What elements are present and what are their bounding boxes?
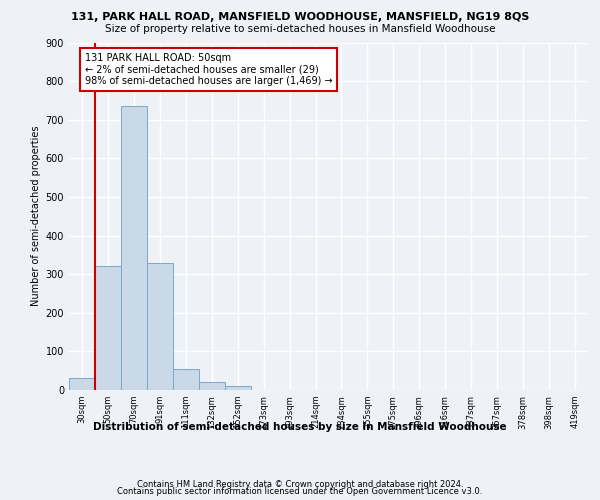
Text: Distribution of semi-detached houses by size in Mansfield Woodhouse: Distribution of semi-detached houses by … xyxy=(93,422,507,432)
Bar xyxy=(95,266,121,390)
Bar xyxy=(69,378,95,390)
Bar xyxy=(147,262,173,390)
Text: Size of property relative to semi-detached houses in Mansfield Woodhouse: Size of property relative to semi-detach… xyxy=(105,24,495,34)
Bar xyxy=(173,369,199,390)
Text: 131 PARK HALL ROAD: 50sqm
← 2% of semi-detached houses are smaller (29)
98% of s: 131 PARK HALL ROAD: 50sqm ← 2% of semi-d… xyxy=(85,53,332,86)
Bar xyxy=(121,106,147,390)
Y-axis label: Number of semi-detached properties: Number of semi-detached properties xyxy=(31,126,41,306)
Text: Contains HM Land Registry data © Crown copyright and database right 2024.: Contains HM Land Registry data © Crown c… xyxy=(137,480,463,489)
Text: 131, PARK HALL ROAD, MANSFIELD WOODHOUSE, MANSFIELD, NG19 8QS: 131, PARK HALL ROAD, MANSFIELD WOODHOUSE… xyxy=(71,12,529,22)
Bar xyxy=(199,382,224,390)
Bar xyxy=(225,386,251,390)
Text: Contains public sector information licensed under the Open Government Licence v3: Contains public sector information licen… xyxy=(118,488,482,496)
